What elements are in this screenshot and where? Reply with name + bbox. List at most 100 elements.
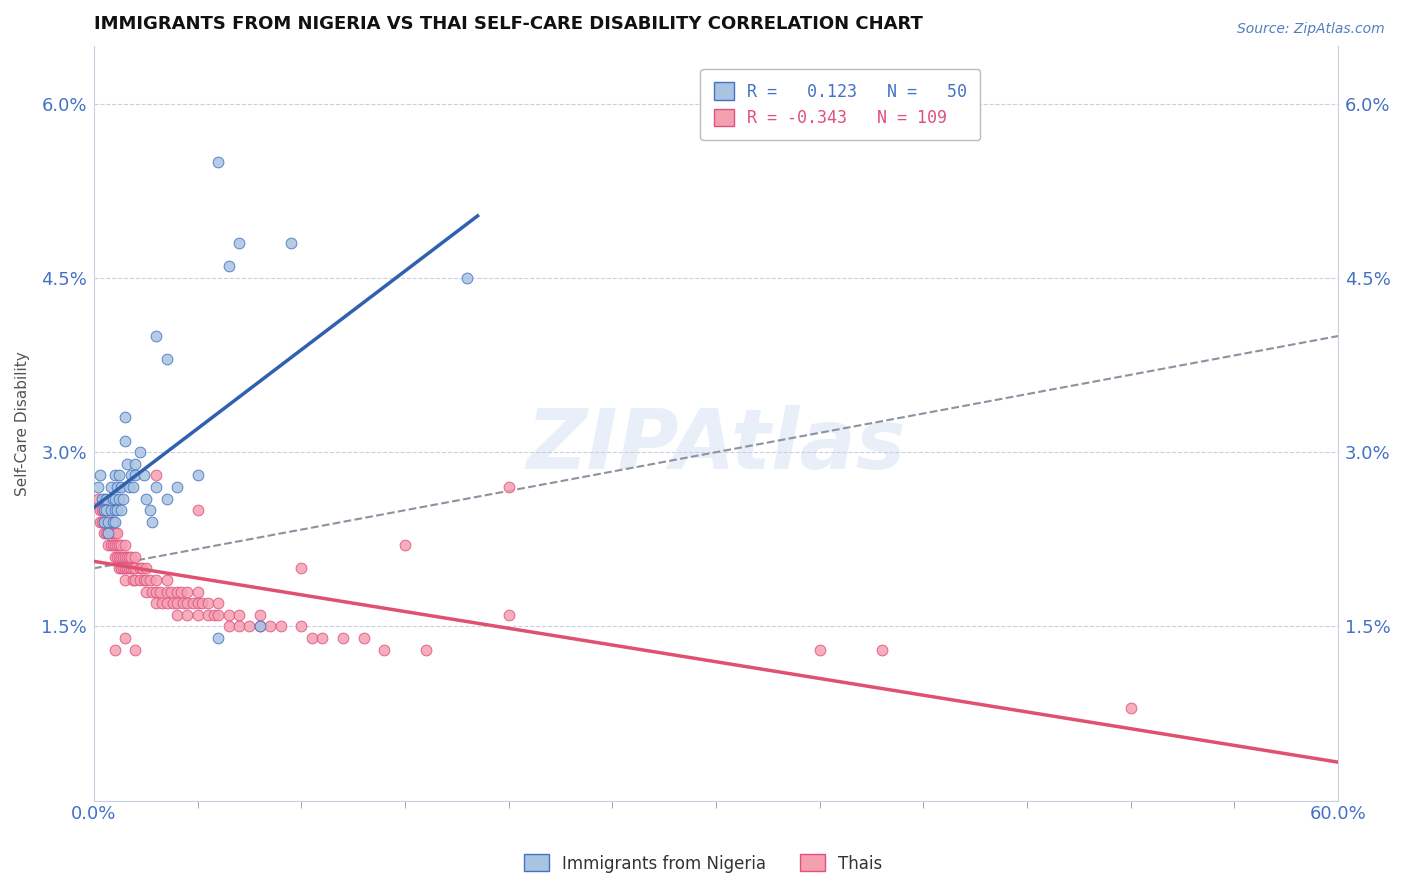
Point: [97, 515, 120, 529]
Point: [172, 596, 194, 610]
Point: [100, 503, 122, 517]
Point: [128, 445, 150, 459]
Point: [135, 491, 157, 506]
Point: [111, 491, 134, 506]
Point: [96, 491, 118, 506]
Point: [89, 515, 111, 529]
Point: [118, 561, 141, 575]
Point: [135, 561, 157, 575]
Point: [155, 584, 177, 599]
Point: [96, 526, 118, 541]
Point: [187, 503, 209, 517]
Point: [104, 503, 127, 517]
Point: [114, 573, 136, 587]
Point: [101, 538, 124, 552]
Point: [207, 607, 229, 622]
Point: [176, 607, 198, 622]
Point: [187, 607, 209, 622]
Point: [456, 271, 478, 285]
Point: [108, 468, 131, 483]
Point: [93, 515, 115, 529]
Point: [290, 619, 312, 633]
Point: [280, 236, 302, 251]
Point: [114, 561, 136, 575]
Point: [197, 607, 219, 622]
Point: [166, 480, 188, 494]
Point: [111, 561, 134, 575]
Point: [228, 619, 250, 633]
Point: [166, 596, 188, 610]
Point: [132, 468, 155, 483]
Legend: Immigrants from Nigeria, Thais: Immigrants from Nigeria, Thais: [517, 847, 889, 880]
Point: [207, 631, 229, 645]
Legend: R =   0.123   N =   50, R = -0.343   N = 109: R = 0.123 N = 50, R = -0.343 N = 109: [700, 69, 980, 140]
Point: [124, 549, 146, 564]
Point: [115, 549, 138, 564]
Point: [118, 549, 141, 564]
Point: [1119, 700, 1142, 714]
Point: [97, 526, 120, 541]
Point: [159, 584, 181, 599]
Point: [128, 573, 150, 587]
Point: [498, 480, 520, 494]
Point: [218, 607, 240, 622]
Point: [104, 526, 127, 541]
Point: [207, 596, 229, 610]
Point: [145, 329, 167, 343]
Point: [114, 538, 136, 552]
Text: Source: ZipAtlas.com: Source: ZipAtlas.com: [1237, 22, 1385, 37]
Point: [176, 584, 198, 599]
Point: [87, 480, 110, 494]
Text: IMMIGRANTS FROM NIGERIA VS THAI SELF-CARE DISABILITY CORRELATION CHART: IMMIGRANTS FROM NIGERIA VS THAI SELF-CAR…: [94, 15, 922, 33]
Point: [101, 526, 124, 541]
Point: [135, 584, 157, 599]
Point: [104, 538, 127, 552]
Point: [101, 491, 124, 506]
Point: [100, 503, 122, 517]
Point: [96, 503, 118, 517]
Point: [197, 596, 219, 610]
Point: [311, 631, 333, 645]
Point: [115, 561, 138, 575]
Point: [93, 515, 115, 529]
Point: [155, 573, 177, 587]
Point: [118, 480, 141, 494]
Point: [91, 515, 114, 529]
Point: [91, 503, 114, 517]
Point: [97, 538, 120, 552]
Point: [110, 561, 132, 575]
Point: [93, 491, 115, 506]
Point: [104, 491, 127, 506]
Point: [104, 468, 127, 483]
Point: [104, 642, 127, 657]
Point: [104, 515, 127, 529]
Point: [131, 561, 153, 575]
Point: [259, 619, 281, 633]
Point: [104, 549, 127, 564]
Point: [110, 480, 132, 494]
Point: [141, 584, 163, 599]
Point: [97, 526, 120, 541]
Point: [114, 631, 136, 645]
Point: [93, 503, 115, 517]
Point: [166, 584, 188, 599]
Point: [96, 515, 118, 529]
Point: [124, 457, 146, 471]
Point: [249, 619, 271, 633]
Point: [270, 619, 292, 633]
Point: [145, 480, 167, 494]
Point: [120, 561, 142, 575]
Point: [105, 549, 128, 564]
Point: [228, 236, 250, 251]
Point: [353, 631, 375, 645]
Point: [145, 596, 167, 610]
Point: [228, 607, 250, 622]
Point: [120, 549, 142, 564]
Point: [114, 410, 136, 425]
Point: [110, 549, 132, 564]
Point: [155, 596, 177, 610]
Point: [498, 607, 520, 622]
Point: [111, 549, 134, 564]
Point: [394, 538, 416, 552]
Point: [249, 619, 271, 633]
